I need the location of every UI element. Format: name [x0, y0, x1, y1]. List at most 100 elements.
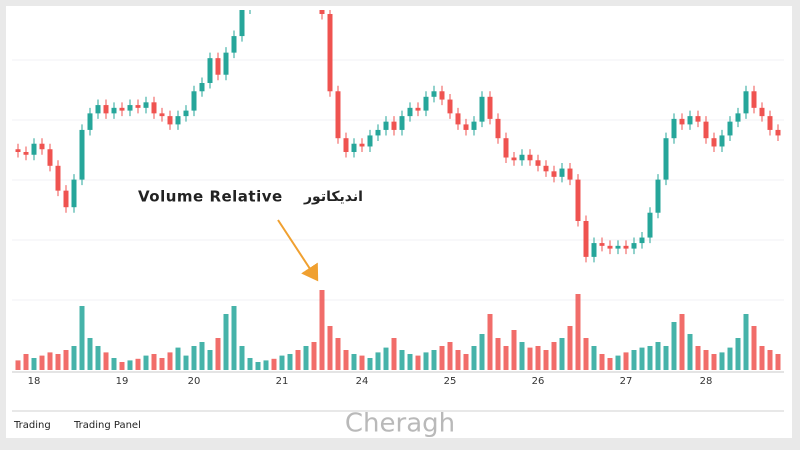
- volume-bar: [431, 350, 437, 370]
- candle-body: [151, 102, 157, 114]
- volume-bar: [399, 350, 405, 370]
- candle-body: [367, 135, 373, 147]
- candle-body: [135, 105, 141, 108]
- volume-bar: [87, 338, 93, 370]
- volume-bar: [359, 355, 365, 370]
- candle-body: [671, 118, 677, 139]
- volume-bar: [263, 360, 269, 370]
- candle-body: [159, 113, 165, 117]
- volume-bar: [111, 358, 117, 370]
- volume-bar: [655, 342, 661, 370]
- volume-bar: [519, 342, 525, 370]
- candle-body: [735, 113, 741, 122]
- candle-body: [199, 83, 205, 92]
- candle-body: [15, 149, 21, 152]
- tab[interactable]: Trading: [13, 420, 51, 431]
- candle-body: [351, 143, 357, 152]
- volume-bar: [567, 326, 573, 370]
- candle-body: [63, 190, 69, 208]
- volume-bar: [735, 338, 741, 370]
- candle-body: [375, 129, 381, 136]
- volume-bar: [231, 306, 237, 370]
- candle-body: [103, 105, 109, 114]
- candle-body: [359, 143, 365, 147]
- volume-bar: [367, 358, 373, 370]
- volume-bar: [631, 350, 637, 370]
- volume-bar: [151, 354, 157, 370]
- volume-bar: [703, 350, 709, 370]
- x-axis: 18 19 20 21 24 25 26 27 28: [28, 376, 713, 387]
- volume-bar: [623, 352, 629, 370]
- volume-bar: [495, 338, 501, 370]
- volume-bar: [191, 346, 197, 370]
- volume-bar: [271, 358, 277, 370]
- tab[interactable]: Trading Panel: [73, 420, 141, 431]
- candle-body: [591, 243, 597, 257]
- volume-bar: [455, 350, 461, 370]
- candle-body: [647, 212, 653, 238]
- candle-body: [95, 105, 101, 114]
- volume-bar: [159, 358, 165, 370]
- volume-bar: [39, 355, 45, 370]
- volume-bar: [415, 355, 421, 370]
- volume-bar: [95, 346, 101, 370]
- volume-bar: [391, 338, 397, 370]
- volume-bar: [279, 355, 285, 370]
- volume-bar: [319, 290, 325, 370]
- candle-body: [727, 121, 733, 136]
- candle-body: [567, 168, 573, 180]
- volume-bar: [447, 342, 453, 370]
- volume-bar: [479, 334, 485, 370]
- candle-body: [111, 107, 117, 114]
- watermark: Cheragh: [345, 409, 455, 439]
- candle-body: [383, 121, 389, 130]
- volume-bar: [215, 338, 221, 370]
- volume-bar: [615, 355, 621, 370]
- x-tick-label: 20: [188, 376, 201, 387]
- volume-bar: [775, 354, 781, 370]
- volume-bar: [575, 294, 581, 370]
- candle-body: [583, 221, 589, 257]
- volume-bar: [103, 352, 109, 370]
- volume-bar: [743, 314, 749, 370]
- candle-body: [327, 14, 333, 92]
- candle-body: [639, 237, 645, 244]
- volume-bar: [119, 362, 125, 370]
- volume-bar: [71, 346, 77, 370]
- x-tick-label: 18: [28, 376, 41, 387]
- candle-body: [47, 149, 53, 166]
- volume-bar: [295, 350, 301, 370]
- candle-body: [575, 179, 581, 221]
- candle-body: [535, 160, 541, 166]
- volume-bar: [143, 355, 149, 370]
- window: [6, 6, 792, 438]
- volume-bar: [559, 338, 565, 370]
- candle-body: [559, 168, 565, 177]
- candle-body: [695, 116, 701, 122]
- candle-body: [407, 107, 413, 117]
- x-tick-label: 21: [276, 376, 289, 387]
- volume-bar: [751, 326, 757, 370]
- candle-body: [471, 121, 477, 130]
- x-tick-label: 19: [116, 376, 129, 387]
- candle-body: [503, 138, 509, 158]
- volume-bar: [423, 352, 429, 370]
- volume-bar: [583, 338, 589, 370]
- volume-bar: [599, 354, 605, 370]
- volume-bar: [31, 358, 37, 370]
- volume-bar: [375, 352, 381, 370]
- candle-body: [631, 243, 637, 249]
- volume-bar: [487, 314, 493, 370]
- candle-body: [143, 102, 149, 108]
- x-tick-label: 26: [532, 376, 545, 387]
- candle-body: [423, 96, 429, 111]
- volume-bar: [727, 347, 733, 370]
- candle-body: [711, 138, 717, 147]
- candle-body: [87, 113, 93, 130]
- volume-bar: [23, 354, 29, 370]
- volume-bar: [591, 346, 597, 370]
- volume-bar: [679, 314, 685, 370]
- candle-body: [439, 91, 445, 100]
- candle-body: [431, 91, 437, 97]
